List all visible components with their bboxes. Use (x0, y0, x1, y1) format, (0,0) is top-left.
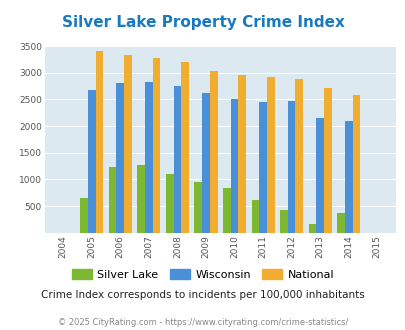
Bar (344, 121, 352, 233)
Bar (315, 117, 323, 233)
Bar (109, 167, 116, 233)
Bar (96, 51, 103, 233)
Legend: Silver Lake, Wisconsin, National: Silver Lake, Wisconsin, National (67, 265, 338, 284)
Bar (80, 198, 88, 233)
Text: Silver Lake Property Crime Index: Silver Lake Property Crime Index (62, 15, 343, 30)
Bar (238, 76, 245, 233)
Bar (181, 62, 188, 233)
Bar (251, 200, 258, 233)
Bar (336, 214, 344, 233)
Bar (323, 88, 331, 233)
Bar (124, 55, 132, 233)
Bar (258, 102, 266, 233)
Bar (295, 79, 303, 233)
Bar (152, 58, 160, 233)
Bar (279, 210, 287, 233)
Bar (137, 165, 145, 233)
Bar (266, 77, 274, 233)
Text: Crime Index corresponds to incidents per 100,000 inhabitants: Crime Index corresponds to incidents per… (41, 290, 364, 300)
Text: © 2025 CityRating.com - https://www.cityrating.com/crime-statistics/: © 2025 CityRating.com - https://www.city… (58, 318, 347, 327)
Bar (173, 85, 181, 233)
Bar (222, 188, 230, 233)
Bar (116, 83, 124, 233)
Bar (202, 93, 209, 233)
Bar (166, 174, 173, 233)
Bar (145, 82, 152, 233)
Bar (287, 101, 295, 233)
Bar (352, 95, 359, 233)
Bar (88, 90, 96, 233)
Bar (194, 182, 202, 233)
Bar (230, 99, 238, 233)
Bar (308, 224, 315, 233)
Bar (209, 71, 217, 233)
